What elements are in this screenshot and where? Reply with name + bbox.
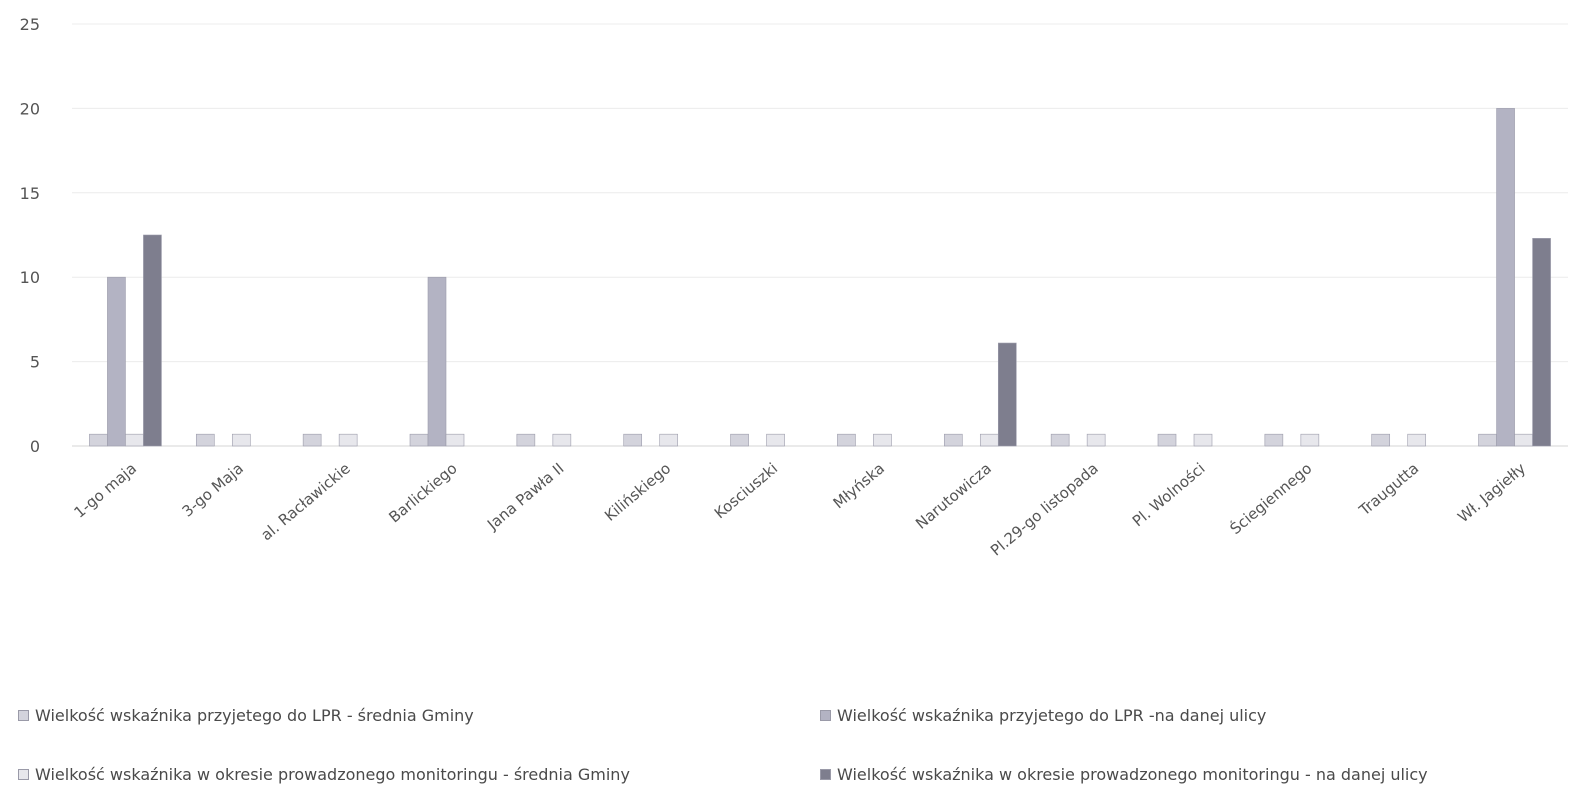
bar-8-series-1 [943,433,963,447]
bar-10-series-3 [1193,433,1213,447]
x-tick-label: Wł. Jagiełły [1454,459,1529,526]
x-tick-label: Narutowicza [912,459,995,533]
bar-4-series-3 [552,433,572,447]
bar-0-series-4 [143,234,162,447]
x-tick-label: 3-go Maja [179,459,247,520]
bar-11-series-1 [1264,433,1284,447]
bar-12-series-3 [1407,433,1427,447]
bar-1-series-1 [195,433,215,447]
bar-1-series-3 [231,433,251,447]
legend-item-series-2: Wielkość wskaźnika przyjetego do LPR -na… [820,706,1266,725]
bar-11-series-3 [1300,433,1320,447]
bar-2-series-3 [338,433,358,447]
bar-12-series-1 [1371,433,1391,447]
bar-9-series-3 [1086,433,1106,447]
bar-8-series-3 [979,433,999,447]
legend-label-series-4: Wielkość wskaźnika w okresie prowadzoneg… [837,765,1428,784]
legend-item-series-4: Wielkość wskaźnika w okresie prowadzoneg… [820,765,1428,784]
bar-5-series-3 [659,433,679,447]
bar-3-series-2 [427,276,447,447]
x-tick-label: Kilińskiego [601,459,674,525]
bar-7-series-3 [873,433,892,447]
bars [89,108,1551,447]
x-tick-label: Młyńska [830,459,888,512]
bar-13-series-1 [1478,433,1497,447]
bar-4-series-1 [516,433,536,447]
bar-9-series-1 [1050,433,1070,447]
legend-label-series-3: Wielkość wskaźnika w okresie prowadzoneg… [35,765,630,784]
y-tick-label: 10 [20,268,40,287]
bar-3-series-3 [445,433,465,447]
bar-0-series-2 [107,276,126,447]
bar-7-series-1 [837,433,856,447]
y-tick-label: 5 [30,353,40,372]
legend-swatch-series-3 [18,769,29,780]
legend-item-series-1: Wielkość wskaźnika przyjetego do LPR - ś… [18,706,474,725]
bar-2-series-1 [302,433,322,447]
legend-item-series-3: Wielkość wskaźnika w okresie prowadzoneg… [18,765,630,784]
legend-label-series-2: Wielkość wskaźnika przyjetego do LPR -na… [837,706,1267,725]
bar-13-series-2 [1496,108,1515,447]
bar-5-series-1 [623,433,643,447]
bar-6-series-1 [730,433,749,447]
bar-10-series-1 [1157,433,1177,447]
gridlines [72,23,1568,447]
legend-swatch-series-4 [820,769,831,780]
legend-label-series-1: Wielkość wskaźnika przyjetego do LPR - ś… [35,706,474,725]
x-tick-label: Pl.29-go listopada [987,459,1102,559]
y-axis-ticks: 0 5 10 15 20 25 [20,15,40,456]
bar-13-series-4 [1532,238,1551,447]
bar-0-series-3 [125,433,144,447]
x-tick-label: al. Racławickie [257,459,353,544]
x-tick-label: Jana Pawła II [483,459,567,534]
y-tick-label: 0 [30,437,40,456]
x-tick-label: Traugutta [1355,459,1422,520]
x-tick-label: Ściegiennego [1226,459,1316,538]
x-tick-label: Pl. Wolności [1129,459,1209,530]
x-axis-labels: 1-go maja 3-go Maja al. Racławickie Barlick… [71,459,1530,560]
y-tick-label: 20 [20,99,40,118]
bar-8-series-4 [997,342,1017,447]
legend-swatch-series-2 [820,710,831,721]
legend: Wielkość wskaźnika przyjetego do LPR - ś… [18,700,1578,797]
legend-swatch-series-1 [18,710,29,721]
x-tick-label: Barlickiego [385,459,460,526]
bar-13-series-3 [1514,433,1533,447]
x-tick-label: 1-go maja [71,459,140,521]
bar-3-series-1 [409,433,429,447]
y-tick-label: 25 [20,15,40,34]
y-tick-label: 15 [20,184,40,203]
bar-6-series-3 [766,433,785,447]
x-tick-label: Kosciuszki [711,459,781,522]
bar-0-series-1 [89,433,108,447]
